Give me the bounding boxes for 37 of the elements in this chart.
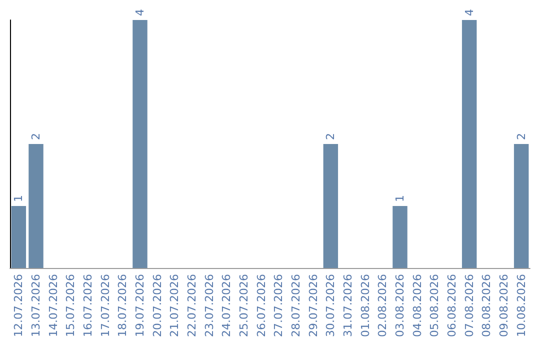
x-tick-label: 13.07.2026: [30, 274, 42, 338]
x-tick-label: 24.07.2026: [220, 274, 234, 338]
data-label: 2: [514, 133, 528, 140]
x-tick-label: 03.08.2026: [394, 274, 406, 338]
x-tick-label: 19.07.2026: [134, 274, 146, 338]
x-tick-label: 17.07.2026: [98, 274, 112, 338]
x-tick-label: 25.07.2026: [238, 274, 250, 338]
data-label: 2: [30, 133, 42, 140]
x-tick-label: 22.07.2026: [186, 274, 198, 338]
x-tick-label: 06.08.2026: [446, 274, 458, 338]
x-tick-label: 27.07.2026: [272, 274, 286, 338]
data-label: 4: [134, 9, 146, 16]
x-tick-label: 31.07.2026: [342, 274, 354, 338]
x-tick-label: 16.07.2026: [82, 274, 94, 338]
x-tick-label: 12.07.2026: [12, 274, 26, 338]
x-tick-label: 29.07.2026: [306, 274, 320, 338]
x-tick-label: 21.07.2026: [168, 274, 182, 338]
x-tick-label: 30.07.2026: [324, 274, 338, 338]
x-tick-label: 07.08.2026: [462, 274, 476, 338]
x-tick-label: 09.08.2026: [498, 274, 510, 338]
data-label: 1: [394, 195, 406, 202]
data-label: 2: [324, 133, 338, 140]
x-tick-label: 26.07.2026: [254, 274, 268, 338]
x-tick-label: 04.08.2026: [410, 274, 424, 338]
x-tick-label: 20.07.2026: [150, 274, 164, 338]
x-tick-label: 01.08.2026: [358, 274, 372, 338]
x-tick-label: 14.07.2026: [46, 274, 60, 338]
data-label: 4: [462, 9, 476, 16]
x-tick-label: 28.07.2026: [290, 274, 302, 338]
x-tick-label: 05.08.2026: [428, 274, 442, 338]
x-tick-label: 08.08.2026: [480, 274, 494, 338]
x-tick-label: 10.08.2026: [514, 274, 528, 338]
x-tick-label: 15.07.2026: [64, 274, 78, 338]
x-tick-label: 18.07.2026: [116, 274, 130, 338]
data-label: 1: [12, 195, 26, 202]
x-tick-label: 02.08.2026: [376, 274, 390, 338]
x-tick-label: 23.07.2026: [202, 274, 216, 338]
